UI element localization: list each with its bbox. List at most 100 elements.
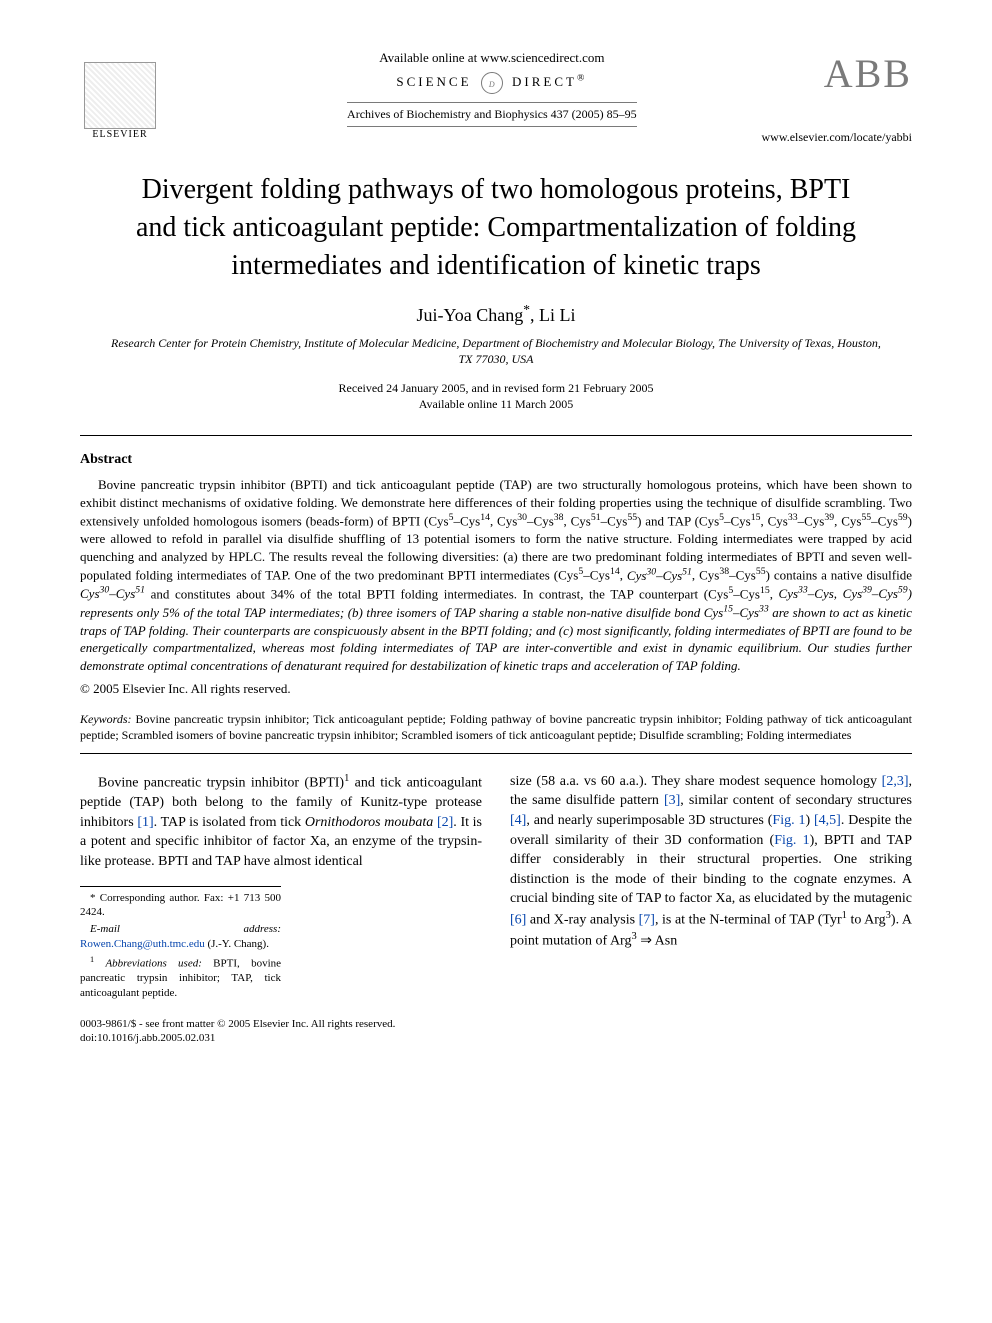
abs-s2: 14	[480, 512, 490, 523]
ref-23[interactable]: [2,3]	[882, 774, 909, 789]
ref-4[interactable]: [4]	[510, 813, 526, 828]
ref-45[interactable]: [4,5]	[814, 813, 841, 828]
abs-s5: 51	[591, 512, 601, 523]
fn-abbrev-label: Abbreviations used:	[105, 958, 201, 970]
page: ELSEVIER Available online at www.science…	[0, 0, 992, 1086]
article-title: Divergent folding pathways of two homolo…	[100, 171, 892, 284]
abs-s19: 30	[100, 585, 110, 596]
abs-s12: 59	[898, 512, 908, 523]
keywords-text: Bovine pancreatic trypsin inhibitor; Tic…	[80, 712, 912, 742]
keywords: Keywords: Bovine pancreatic trypsin inhi…	[80, 711, 912, 743]
abs-id: –Cys	[109, 586, 135, 601]
abs-t3: , Cys	[490, 514, 517, 529]
fig-1b[interactable]: Fig. 1	[774, 833, 809, 848]
title-line-2: and tick anticoagulant peptide: Compartm…	[136, 212, 856, 243]
ref-7[interactable]: [7]	[639, 913, 655, 928]
header-rule-2	[347, 126, 637, 127]
abs-s16: 51	[682, 566, 692, 577]
author-1: Jui-Yoa Chang	[417, 305, 524, 325]
sd-right: DIRECT	[512, 74, 577, 89]
elsevier-logo: ELSEVIER	[80, 50, 160, 140]
left-column: Bovine pancreatic trypsin inhibitor (BPT…	[80, 772, 482, 1003]
abs-t10: –Cys	[798, 514, 825, 529]
abs-t23: –Cys	[872, 586, 898, 601]
abs-s26: 59	[898, 585, 908, 596]
sd-circle-icon: d	[481, 72, 503, 94]
abstract-heading: Abstract	[80, 452, 912, 468]
received-date: Received 24 January 2005, and in revised…	[339, 381, 654, 395]
rc-l: ⇒ Asn	[637, 934, 678, 949]
corr-mark: *	[523, 302, 530, 317]
abs-s17: 38	[719, 566, 729, 577]
abs-t2: –Cys	[453, 514, 480, 529]
abs-t19: and constitutes about 34% of the total B…	[145, 586, 728, 601]
abs-t22: , Cys	[834, 586, 862, 601]
abs-s25: 39	[862, 585, 872, 596]
abs-s10: 39	[824, 512, 834, 523]
abs-t20: –Cys	[733, 586, 760, 601]
abs-t12: –Cys	[871, 514, 898, 529]
abs-t25: –Cys	[733, 605, 759, 620]
abstract-section: Abstract Bovine pancreatic trypsin inhib…	[80, 452, 912, 696]
fn-abbrev-sup: 1	[90, 955, 94, 964]
issn-line: 0003-9861/$ - see front matter © 2005 El…	[80, 1018, 395, 1030]
title-line-3: intermediates and identification of kine…	[231, 250, 760, 281]
header-rule	[347, 102, 637, 103]
abs-s20: 51	[135, 585, 145, 596]
fn-email[interactable]: Rowen.Chang@uth.tmc.edu	[80, 938, 205, 950]
abs-s27: 15	[723, 604, 733, 615]
article-dates: Received 24 January 2005, and in revised…	[80, 380, 912, 414]
doi-line: doi:10.1016/j.abb.2005.02.031	[80, 1032, 215, 1044]
rc-j: to Arg	[847, 913, 886, 928]
abs-t6: –Cys	[601, 514, 628, 529]
ref-3[interactable]: [3]	[664, 793, 680, 808]
abs-s4: 38	[554, 512, 564, 523]
rc-i: , is at the N-terminal of TAP (Tyr	[655, 913, 842, 928]
title-line-1: Divergent folding pathways of two homolo…	[142, 174, 851, 205]
abs-s14: 14	[610, 566, 620, 577]
abs-ia: Cys	[627, 568, 647, 583]
locate-url: www.elsevier.com/locate/yabbi	[80, 130, 912, 145]
elsevier-tree-icon	[84, 62, 156, 129]
fig-1a[interactable]: Fig. 1	[772, 813, 805, 828]
abs-s3: 30	[517, 512, 527, 523]
lc-c: . TAP is isolated from tick	[154, 815, 305, 830]
ref-2[interactable]: [2]	[437, 815, 453, 830]
lc-a: Bovine pancreatic trypsin inhibitor (BPT…	[98, 776, 344, 791]
ref-1[interactable]: [1]	[137, 815, 153, 830]
abs-ic: Cys	[80, 586, 100, 601]
science-direct-logo: SCIENCE d DIRECT®	[347, 72, 637, 94]
sd-left: SCIENCE	[396, 74, 471, 89]
pre-abstract-rule	[80, 435, 912, 436]
abs-t11: , Cys	[834, 514, 861, 529]
abs-t4: –Cys	[527, 514, 554, 529]
online-date: Available online 11 March 2005	[419, 397, 574, 411]
rc-c: , similar content of secondary structure…	[680, 793, 912, 808]
abs-s28: 33	[759, 604, 769, 615]
affiliation: Research Center for Protein Chemistry, I…	[110, 336, 882, 367]
abs-t21: ,	[770, 586, 779, 601]
abs-ie: Cys	[779, 586, 799, 601]
lc-species: Ornithodoros moubata	[305, 815, 433, 830]
body-columns: Bovine pancreatic trypsin inhibitor (BPT…	[80, 772, 912, 1003]
abs-t7: ) and TAP (Cys	[637, 514, 719, 529]
authors: Jui-Yoa Chang*, Li Li	[80, 302, 912, 326]
fn-email-tail: (J.-Y. Chang).	[205, 938, 269, 950]
abs-s18: 55	[756, 566, 766, 577]
keywords-label: Keywords:	[80, 712, 132, 726]
abs-t17: –Cys	[729, 568, 756, 583]
footnotes: * Corresponding author. Fax: +1 713 500 …	[80, 886, 281, 1002]
rc-a: size (58 a.a. vs 60 a.a.). They share mo…	[510, 774, 882, 789]
ref-6[interactable]: [6]	[510, 913, 526, 928]
abs-s8: 15	[751, 512, 761, 523]
publisher-name: ELSEVIER	[92, 129, 147, 140]
abs-s9: 33	[788, 512, 798, 523]
abs-s11: 55	[861, 512, 871, 523]
fn-corr: * Corresponding author. Fax: +1 713 500 …	[80, 891, 281, 921]
abs-t16: , Cys	[692, 568, 719, 583]
abs-t18: ) contains a native disulfide	[766, 568, 912, 583]
abs-if: –Cys	[808, 586, 834, 601]
abs-t14: –Cys	[583, 568, 610, 583]
rc-e: )	[805, 813, 814, 828]
rc-h: and X-ray analysis	[526, 913, 638, 928]
